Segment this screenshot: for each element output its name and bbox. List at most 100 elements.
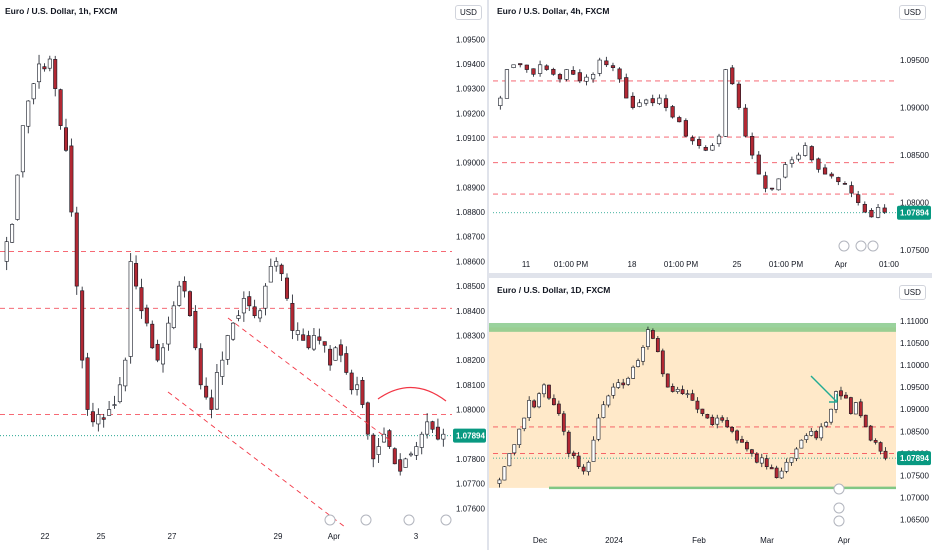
candle-body [677, 117, 682, 123]
y-tick-label: 1.07500 [900, 246, 929, 255]
candle-body [856, 194, 861, 203]
candle-body [139, 287, 144, 312]
candle-body [789, 457, 794, 463]
candle-body [796, 154, 801, 160]
candle-body [749, 449, 754, 454]
candle-body [317, 336, 322, 341]
x-tick-label: Apr [328, 532, 341, 541]
candle-body [750, 136, 755, 156]
layout-divider-horizontal[interactable] [489, 273, 932, 278]
candle-body [398, 459, 403, 472]
x-tick-label: 22 [41, 532, 50, 541]
candle-body [610, 65, 616, 68]
candle-body [220, 359, 225, 377]
candle-body [37, 63, 42, 83]
candle-body [764, 458, 769, 467]
range-box [489, 327, 896, 488]
candle-body [252, 306, 257, 317]
chart-4h-plot[interactable]: 1.09500 1.09000 1.08500 1.08000 1.07500 11 01:… [489, 0, 932, 273]
candle-body [344, 353, 349, 373]
y-tick-label: 1.09300 [456, 85, 485, 94]
candle-body [576, 455, 581, 467]
candle-body [497, 479, 502, 484]
candle-body [577, 72, 582, 82]
candle-body [284, 277, 289, 299]
candle-body [848, 397, 853, 414]
candle-body [209, 397, 214, 410]
candle-body [204, 385, 209, 398]
candle-body [700, 408, 705, 414]
candle-body [177, 285, 182, 306]
chart-1h-currency-button[interactable]: USD [455, 5, 482, 20]
candle-body [47, 58, 52, 69]
y-tick-label: 1.06500 [900, 516, 929, 525]
candle-body [690, 393, 695, 401]
candle-body [193, 310, 198, 349]
last-price-badge [897, 451, 931, 466]
candle-body [15, 174, 20, 220]
candle-body [829, 173, 834, 177]
candle-body [42, 66, 47, 70]
chart-4h-currency-button[interactable]: USD [899, 5, 926, 20]
x-tick-label: 01:00 PM [664, 260, 699, 269]
chart-1d-currency-button[interactable]: USD [899, 285, 926, 300]
candle-body [763, 175, 768, 189]
candle-body [365, 402, 370, 435]
chart-1h-plot[interactable]: 1.09500 1.09400 1.09300 1.09200 1.09100 1.090… [0, 0, 487, 550]
candle-body [680, 389, 685, 395]
y-tick-label: 1.08900 [456, 183, 485, 192]
candle-body [705, 414, 710, 419]
candle-body [814, 431, 819, 439]
x-tick-label: 3 [414, 532, 419, 541]
candle-body [683, 120, 688, 137]
chart-1d[interactable]: 1.11000 1.10500 1.10000 1.09500 1.09000 1.085… [489, 278, 932, 550]
chart-1d-plot[interactable]: 1.11000 1.10500 1.10000 1.09500 1.09000 1.085… [489, 278, 932, 550]
candle-body [74, 212, 79, 287]
candle-body [710, 145, 715, 151]
candle-body [382, 433, 387, 443]
candle-body [295, 330, 300, 335]
candle-body [596, 417, 601, 440]
candle-body [85, 357, 90, 410]
candle-body [328, 348, 333, 366]
candle-body [20, 125, 25, 173]
candle-body [868, 425, 873, 441]
candle-body [355, 384, 360, 390]
event-marker-icon [833, 502, 845, 514]
y-tick-label: 1.09000 [900, 405, 929, 414]
x-tick-label: 25 [97, 532, 106, 541]
chart-1h-title: Euro / U.S. Dollar, 1h, FXCM [5, 6, 118, 16]
candle-body [435, 426, 440, 440]
price-axis [452, 0, 487, 550]
layout-divider[interactable] [487, 0, 489, 550]
candle-body [581, 466, 586, 472]
candle-body [650, 98, 655, 104]
candle-body [31, 83, 36, 100]
candle-body [504, 69, 510, 99]
candle-body [537, 64, 543, 74]
candle-body [112, 404, 117, 406]
chart-4h[interactable]: 1.09500 1.09000 1.08500 1.08000 1.07500 11 01:… [489, 0, 932, 273]
candle-body [522, 417, 527, 430]
candle-body [878, 442, 883, 452]
candle-body [498, 97, 503, 106]
candle-body [675, 389, 680, 392]
candle-body [631, 366, 636, 379]
candle-body [756, 154, 761, 175]
candle-body [225, 335, 230, 360]
y-tick-label: 1.08000 [900, 199, 929, 208]
price-axis [896, 0, 932, 273]
candle-body [524, 64, 529, 70]
candle-body [875, 207, 881, 218]
candle-body [517, 428, 522, 445]
y-tick-label: 1.07000 [900, 494, 929, 503]
chart-1h[interactable]: 1.09500 1.09400 1.09300 1.09200 1.09100 1.090… [0, 0, 487, 550]
candle-body [839, 390, 843, 397]
y-tick-label: 1.09000 [456, 159, 485, 168]
candle-body [144, 307, 149, 324]
event-marker-icon [403, 514, 415, 526]
candle-body [301, 334, 306, 341]
candle-body [161, 347, 166, 365]
candle-body [754, 453, 759, 463]
candle-body [419, 433, 424, 448]
